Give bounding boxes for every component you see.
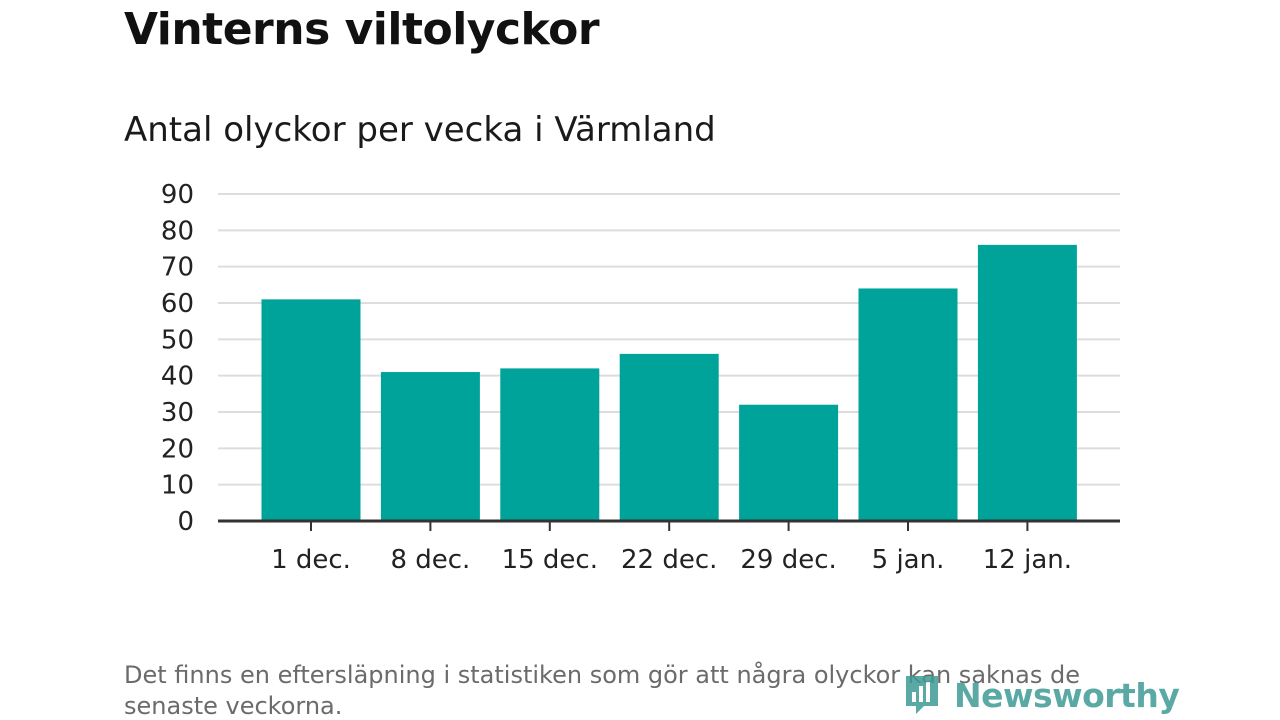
x-tick-label: 8 dec. — [390, 545, 470, 575]
y-axis-labels: 0 10 20 30 40 50 60 70 80 90 — [161, 180, 194, 537]
x-tick-label: 12 jan. — [983, 545, 1072, 575]
bar — [977, 244, 1077, 521]
bar — [619, 353, 719, 521]
bars — [261, 244, 1077, 521]
newsworthy-logo-icon — [906, 676, 938, 714]
bar — [739, 404, 839, 521]
bar — [261, 299, 361, 521]
chart-subtitle: Antal olyckor per vecka i Värmland — [124, 110, 716, 150]
y-tick-label: 90 — [161, 180, 194, 210]
y-tick-label: 70 — [161, 253, 194, 283]
x-axis-labels: 1 dec. 8 dec. 15 dec. 22 dec. 29 dec. 5 jan. 1… — [271, 545, 1072, 575]
y-tick-label: 10 — [161, 471, 194, 501]
footnote: Det finns en eftersläpning i statistiken… — [124, 661, 1080, 720]
brand-name: Newsworthy — [954, 675, 1180, 715]
x-tick-label: 29 dec. — [740, 545, 836, 575]
y-tick-label: 20 — [161, 434, 194, 464]
x-tick-label: 22 dec. — [621, 545, 717, 575]
y-tick-label: 40 — [161, 362, 194, 392]
x-axis — [218, 519, 1120, 531]
x-tick-label: 15 dec. — [502, 545, 598, 575]
brand-logo: Newsworthy — [902, 670, 1180, 720]
y-tick-label: 0 — [177, 507, 194, 537]
y-tick-label: 80 — [161, 216, 194, 246]
x-tick-label: 1 dec. — [271, 545, 351, 575]
y-tick-label: 30 — [161, 398, 194, 428]
bar — [500, 368, 600, 521]
chart-title: Vinterns viltolyckor — [124, 4, 600, 55]
y-tick-label: 50 — [161, 325, 194, 355]
x-tick-label: 5 jan. — [872, 545, 945, 575]
bar — [858, 288, 958, 521]
y-tick-label: 60 — [161, 289, 194, 319]
bar — [380, 372, 480, 521]
